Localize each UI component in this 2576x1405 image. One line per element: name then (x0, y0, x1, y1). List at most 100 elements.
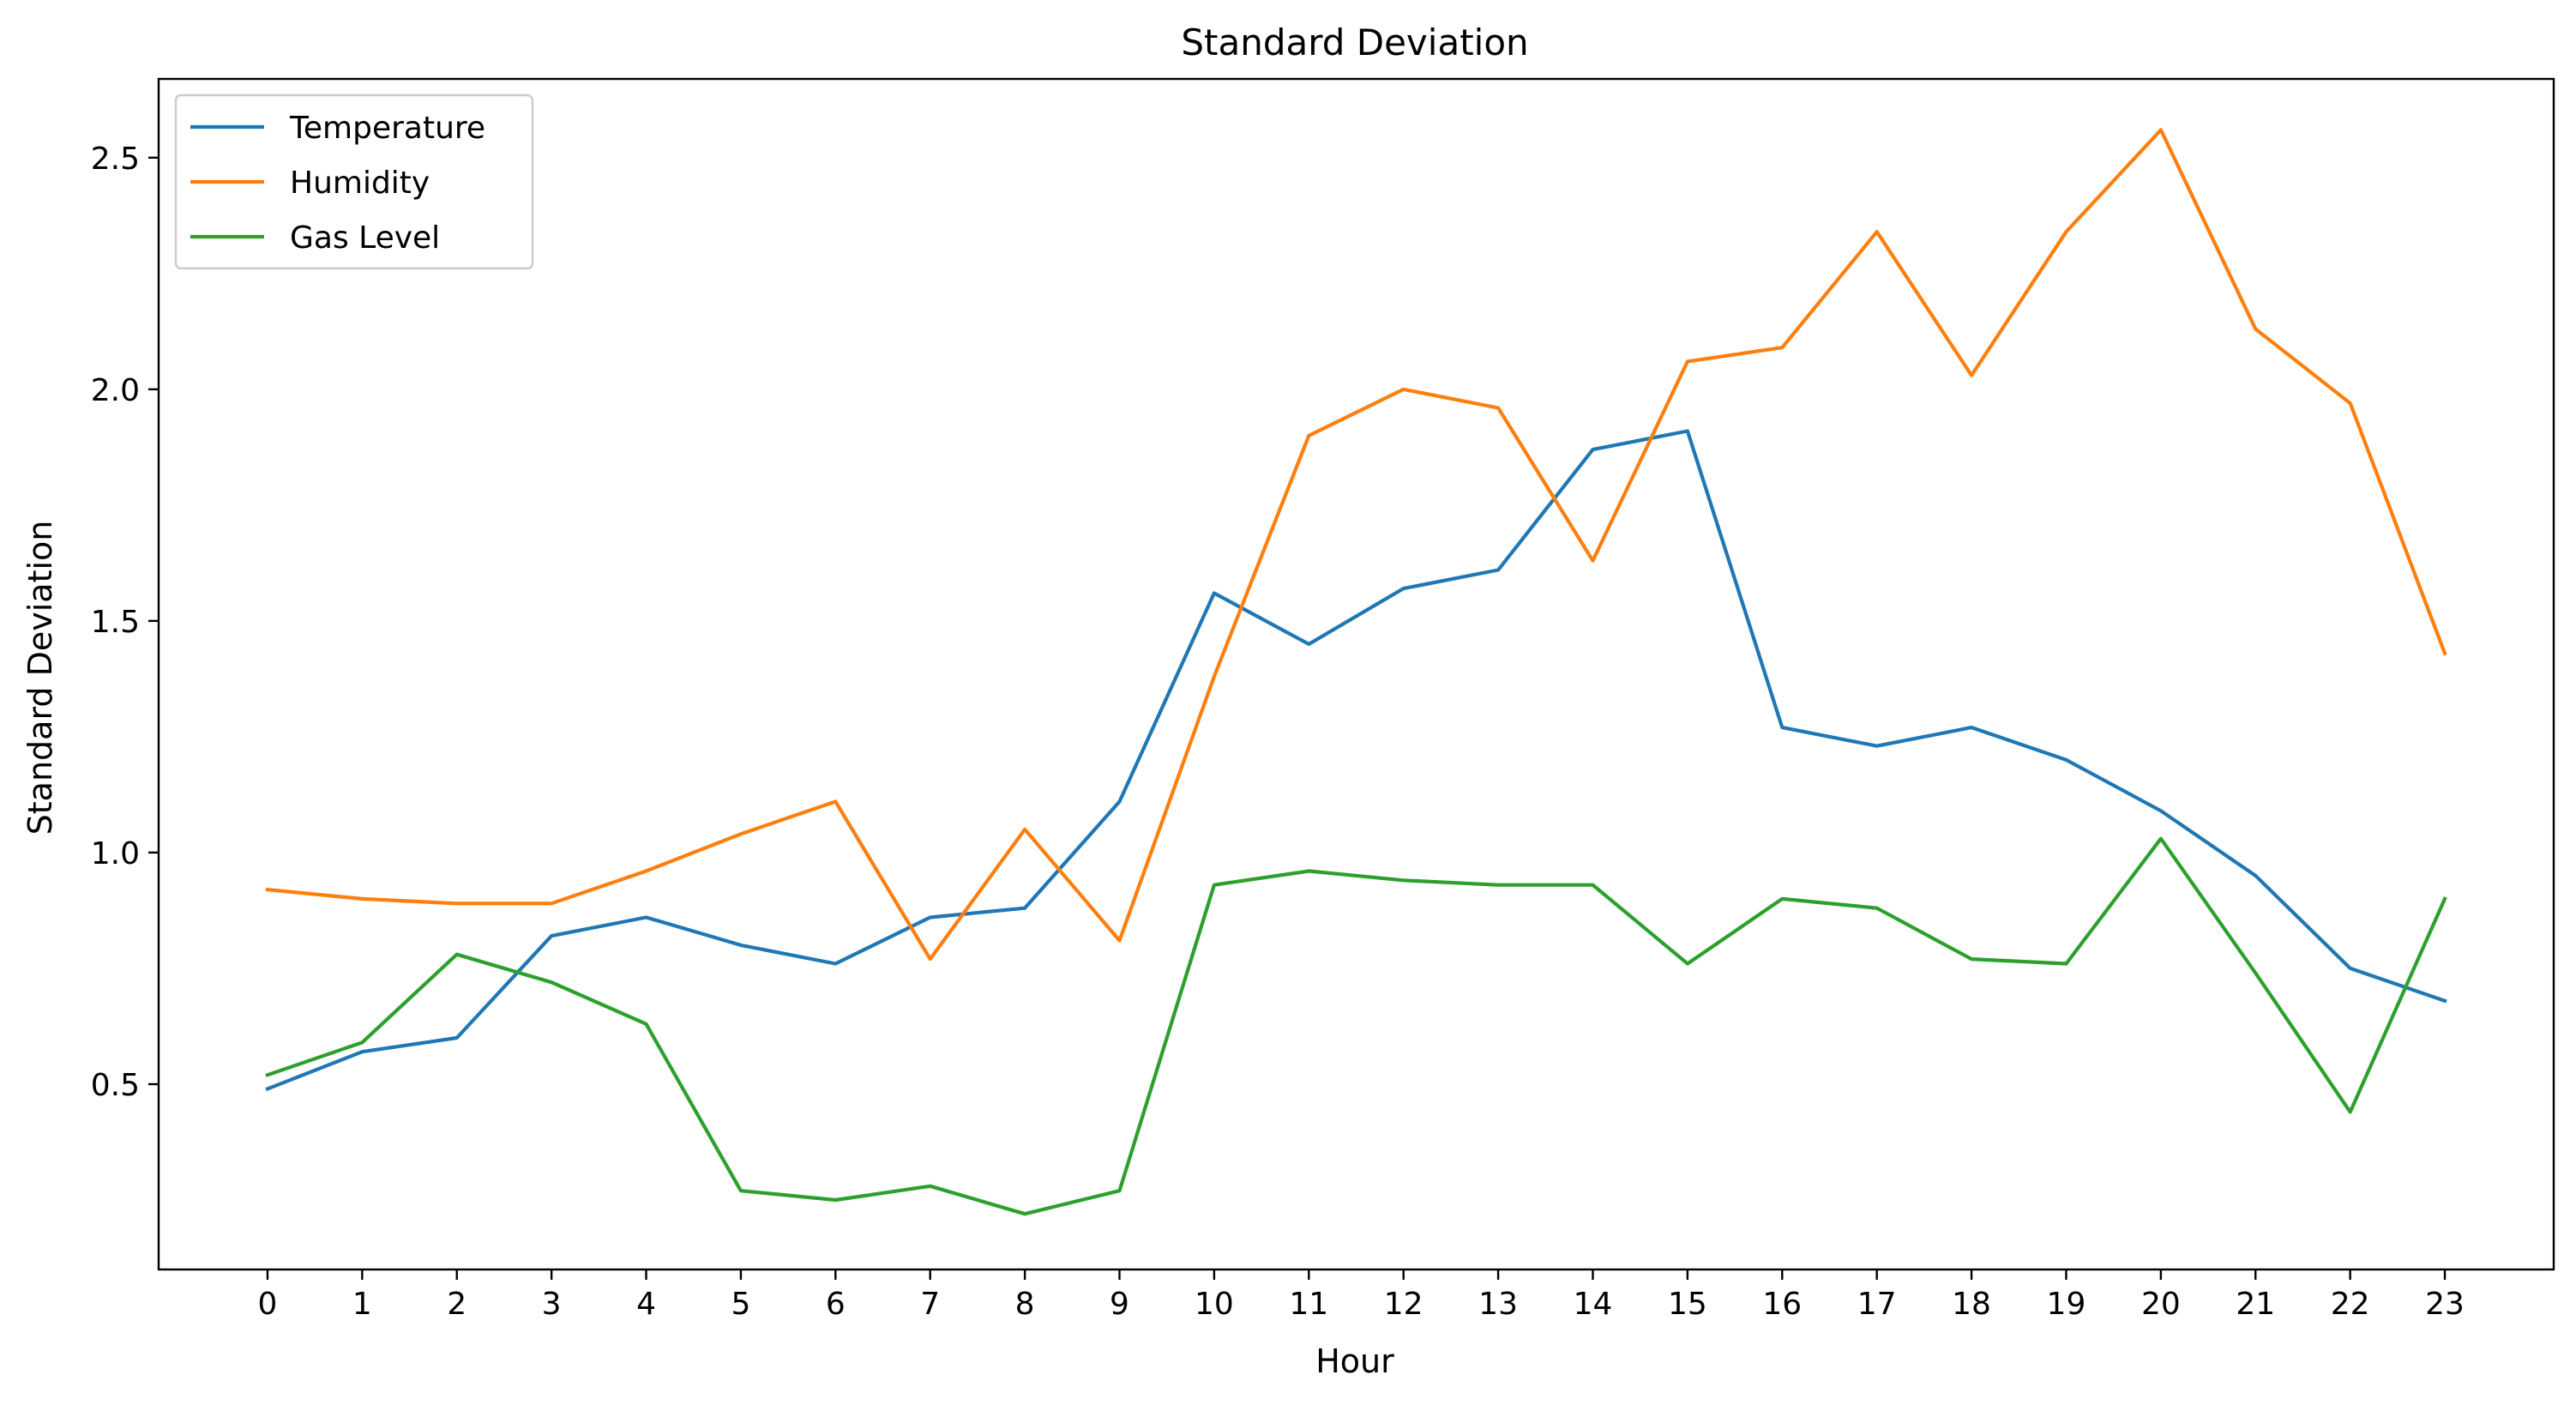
x-tick-label-8: 8 (1015, 1287, 1035, 1322)
data-point-humidity-18 (1969, 373, 1974, 378)
data-point-humidity-13 (1496, 406, 1501, 411)
legend-label-humidity: Humidity (290, 166, 430, 201)
data-point-temperature-17 (1875, 744, 1880, 749)
data-point-gas-level-2 (454, 952, 460, 957)
data-point-temperature-0 (265, 1086, 270, 1091)
y-axis-ticks: 0.5 1.0 1.5 2.0 2.5 (91, 142, 159, 1103)
data-point-humidity-16 (1779, 345, 1785, 350)
data-point-temperature-16 (1779, 725, 1785, 730)
x-tick-label-21: 21 (2236, 1287, 2275, 1322)
data-point-temperature-7 (928, 915, 933, 920)
data-point-temperature-2 (454, 1035, 460, 1040)
y-tick-label-1: 1.0 (91, 836, 140, 871)
data-point-humidity-6 (833, 799, 838, 805)
data-point-humidity-14 (1591, 558, 1596, 564)
x-tick-label-4: 4 (636, 1287, 656, 1322)
data-point-temperature-5 (738, 943, 743, 948)
y-tick-label-4: 2.5 (91, 142, 140, 177)
data-point-temperature-13 (1496, 568, 1501, 573)
data-point-gas-level-4 (644, 1022, 649, 1027)
data-point-humidity-5 (738, 831, 743, 836)
data-point-temperature-19 (2064, 757, 2069, 763)
data-point-humidity-2 (454, 901, 460, 906)
x-tick-label-2: 2 (447, 1287, 466, 1322)
data-point-humidity-12 (1401, 387, 1406, 392)
x-tick-label-11: 11 (1289, 1287, 1328, 1322)
y-axis-label: Standard Deviation (21, 521, 59, 835)
data-point-gas-level-21 (2253, 970, 2258, 975)
x-tick-label-14: 14 (1574, 1287, 1613, 1322)
data-point-temperature-1 (359, 1049, 364, 1054)
data-point-gas-level-13 (1496, 883, 1501, 888)
x-tick-label-23: 23 (2425, 1287, 2465, 1322)
x-axis-label: Hour (1315, 1342, 1394, 1380)
chart-title: Standard Deviation (1181, 21, 1528, 63)
data-point-gas-level-5 (738, 1188, 743, 1193)
series-line-gas-level (265, 836, 2447, 1216)
x-tick-label-10: 10 (1195, 1287, 1234, 1322)
series-layer (265, 127, 2447, 1216)
data-point-humidity-11 (1306, 433, 1311, 438)
series-line-temperature (265, 429, 2447, 1092)
x-axis-ticks: 0 1 2 3 4 5 6 7 8 9 10 11 12 13 14 15 16 17 18 19 20 21 22 23 (258, 1269, 2465, 1322)
data-point-gas-level-10 (1212, 883, 1217, 888)
x-tick-label-15: 15 (1668, 1287, 1707, 1322)
data-point-gas-level-19 (2064, 962, 2069, 967)
plot-area-frame (157, 77, 2555, 1271)
data-point-temperature-18 (1969, 725, 1974, 730)
y-tick-label-2: 1.5 (91, 605, 140, 640)
x-tick-label-6: 6 (826, 1287, 846, 1322)
legend-box (174, 93, 534, 270)
data-point-humidity-9 (1117, 938, 1122, 944)
data-point-gas-level-16 (1779, 896, 1785, 901)
data-point-humidity-17 (1875, 229, 1880, 234)
data-point-humidity-7 (928, 956, 933, 962)
data-point-gas-level-18 (1969, 956, 1974, 962)
data-point-gas-level-23 (2442, 896, 2447, 901)
x-tick-label-5: 5 (731, 1287, 750, 1322)
data-point-gas-level-7 (928, 1184, 933, 1189)
x-tick-label-22: 22 (2331, 1287, 2370, 1322)
data-point-temperature-20 (2158, 808, 2164, 813)
data-point-temperature-12 (1401, 586, 1406, 591)
data-point-gas-level-9 (1117, 1188, 1122, 1193)
x-tick-label-17: 17 (1857, 1287, 1897, 1322)
x-tick-label-3: 3 (542, 1287, 562, 1322)
data-point-temperature-4 (644, 915, 649, 920)
data-point-gas-level-1 (359, 1040, 364, 1045)
data-point-humidity-19 (2064, 229, 2069, 234)
data-point-gas-level-14 (1591, 883, 1596, 888)
data-point-humidity-15 (1685, 359, 1690, 364)
data-point-gas-level-6 (833, 1197, 838, 1203)
data-point-humidity-8 (1022, 827, 1027, 832)
data-point-temperature-6 (833, 962, 838, 967)
series-line-humidity (265, 128, 2447, 962)
data-point-temperature-10 (1212, 591, 1217, 596)
data-point-humidity-22 (2348, 401, 2353, 406)
data-point-gas-level-15 (1685, 962, 1690, 967)
data-point-gas-level-17 (1875, 906, 1880, 911)
legend: Temperature Humidity Gas Level (174, 93, 534, 270)
data-point-gas-level-22 (2348, 1109, 2353, 1114)
data-point-humidity-20 (2158, 127, 2164, 132)
data-point-temperature-14 (1591, 447, 1596, 452)
x-tick-label-19: 19 (2047, 1287, 2086, 1322)
data-point-temperature-15 (1685, 429, 1690, 434)
data-point-gas-level-11 (1306, 869, 1311, 874)
legend-items: Temperature Humidity Gas Level (190, 111, 485, 256)
x-tick-label-20: 20 (2141, 1287, 2181, 1322)
data-point-humidity-23 (2442, 651, 2447, 656)
data-point-gas-level-3 (549, 980, 554, 985)
y-tick-label-0: 0.5 (91, 1068, 140, 1103)
data-point-humidity-0 (265, 887, 270, 892)
data-point-humidity-1 (359, 896, 364, 901)
x-tick-label-1: 1 (352, 1287, 372, 1322)
data-point-temperature-23 (2442, 998, 2447, 1004)
x-tick-label-7: 7 (920, 1287, 940, 1322)
x-tick-label-12: 12 (1384, 1287, 1423, 1322)
data-point-temperature-11 (1306, 642, 1311, 647)
data-point-gas-level-12 (1401, 877, 1406, 883)
data-point-gas-level-8 (1022, 1211, 1027, 1216)
data-point-humidity-10 (1212, 674, 1217, 679)
